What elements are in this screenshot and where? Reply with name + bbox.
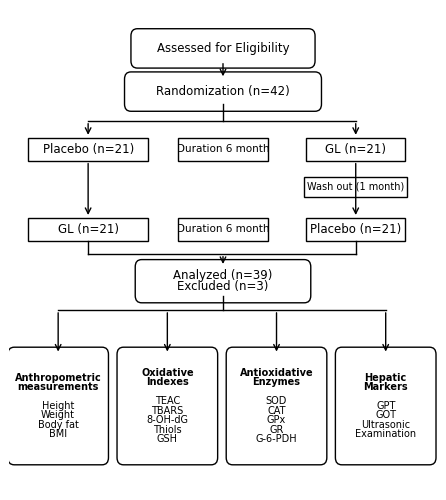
- FancyBboxPatch shape: [131, 28, 315, 68]
- Text: Placebo (n=21): Placebo (n=21): [42, 142, 134, 156]
- Text: Randomization (n=42): Randomization (n=42): [156, 85, 290, 98]
- FancyBboxPatch shape: [8, 347, 108, 465]
- Text: TEAC: TEAC: [155, 396, 180, 406]
- Text: Duration 6 month: Duration 6 month: [177, 224, 269, 234]
- Text: BMI: BMI: [49, 429, 67, 439]
- Text: TBARS: TBARS: [151, 406, 183, 415]
- Text: Duration 6 month: Duration 6 month: [177, 144, 269, 154]
- Text: Body fat: Body fat: [38, 420, 78, 430]
- FancyBboxPatch shape: [117, 347, 218, 465]
- Text: GL (n=21): GL (n=21): [325, 142, 386, 156]
- FancyBboxPatch shape: [135, 260, 311, 303]
- Text: GSH: GSH: [157, 434, 178, 444]
- Text: GOT: GOT: [375, 410, 396, 420]
- Text: Weight: Weight: [41, 410, 75, 420]
- Bar: [306, 218, 405, 241]
- Text: Antioxidative: Antioxidative: [240, 368, 314, 378]
- Text: Hepatic: Hepatic: [364, 373, 407, 383]
- Bar: [304, 176, 407, 197]
- Text: GL (n=21): GL (n=21): [58, 223, 119, 236]
- Text: CAT: CAT: [267, 406, 286, 415]
- Text: GR: GR: [269, 424, 284, 434]
- Text: GPT: GPT: [376, 401, 396, 411]
- FancyBboxPatch shape: [124, 72, 322, 112]
- Text: Thiols: Thiols: [153, 424, 182, 434]
- Text: G-6-PDH: G-6-PDH: [256, 434, 297, 444]
- Text: Excluded (n=3): Excluded (n=3): [178, 280, 268, 293]
- Text: Oxidative: Oxidative: [141, 368, 194, 378]
- Text: Examination: Examination: [355, 429, 416, 439]
- Text: Wash out (1 month): Wash out (1 month): [307, 182, 405, 192]
- Text: Anthropometric: Anthropometric: [15, 373, 102, 383]
- Text: Placebo (n=21): Placebo (n=21): [310, 223, 401, 236]
- Bar: [306, 138, 405, 160]
- Bar: [178, 218, 268, 241]
- FancyBboxPatch shape: [226, 347, 327, 465]
- Text: Height: Height: [42, 401, 74, 411]
- Text: measurements: measurements: [17, 382, 99, 392]
- Bar: [28, 138, 148, 160]
- Text: GPx: GPx: [267, 415, 286, 425]
- Text: Indexes: Indexes: [146, 378, 189, 388]
- Bar: [178, 138, 268, 160]
- Text: Ultrasonic: Ultrasonic: [361, 420, 410, 430]
- Text: SOD: SOD: [266, 396, 287, 406]
- Bar: [28, 218, 148, 241]
- Text: Enzymes: Enzymes: [252, 378, 301, 388]
- Text: Markers: Markers: [363, 382, 408, 392]
- Text: Analyzed (n=39): Analyzed (n=39): [173, 269, 273, 282]
- FancyBboxPatch shape: [335, 347, 436, 465]
- Text: 8-OH-dG: 8-OH-dG: [146, 415, 188, 425]
- Text: Assessed for Eligibility: Assessed for Eligibility: [157, 42, 289, 55]
